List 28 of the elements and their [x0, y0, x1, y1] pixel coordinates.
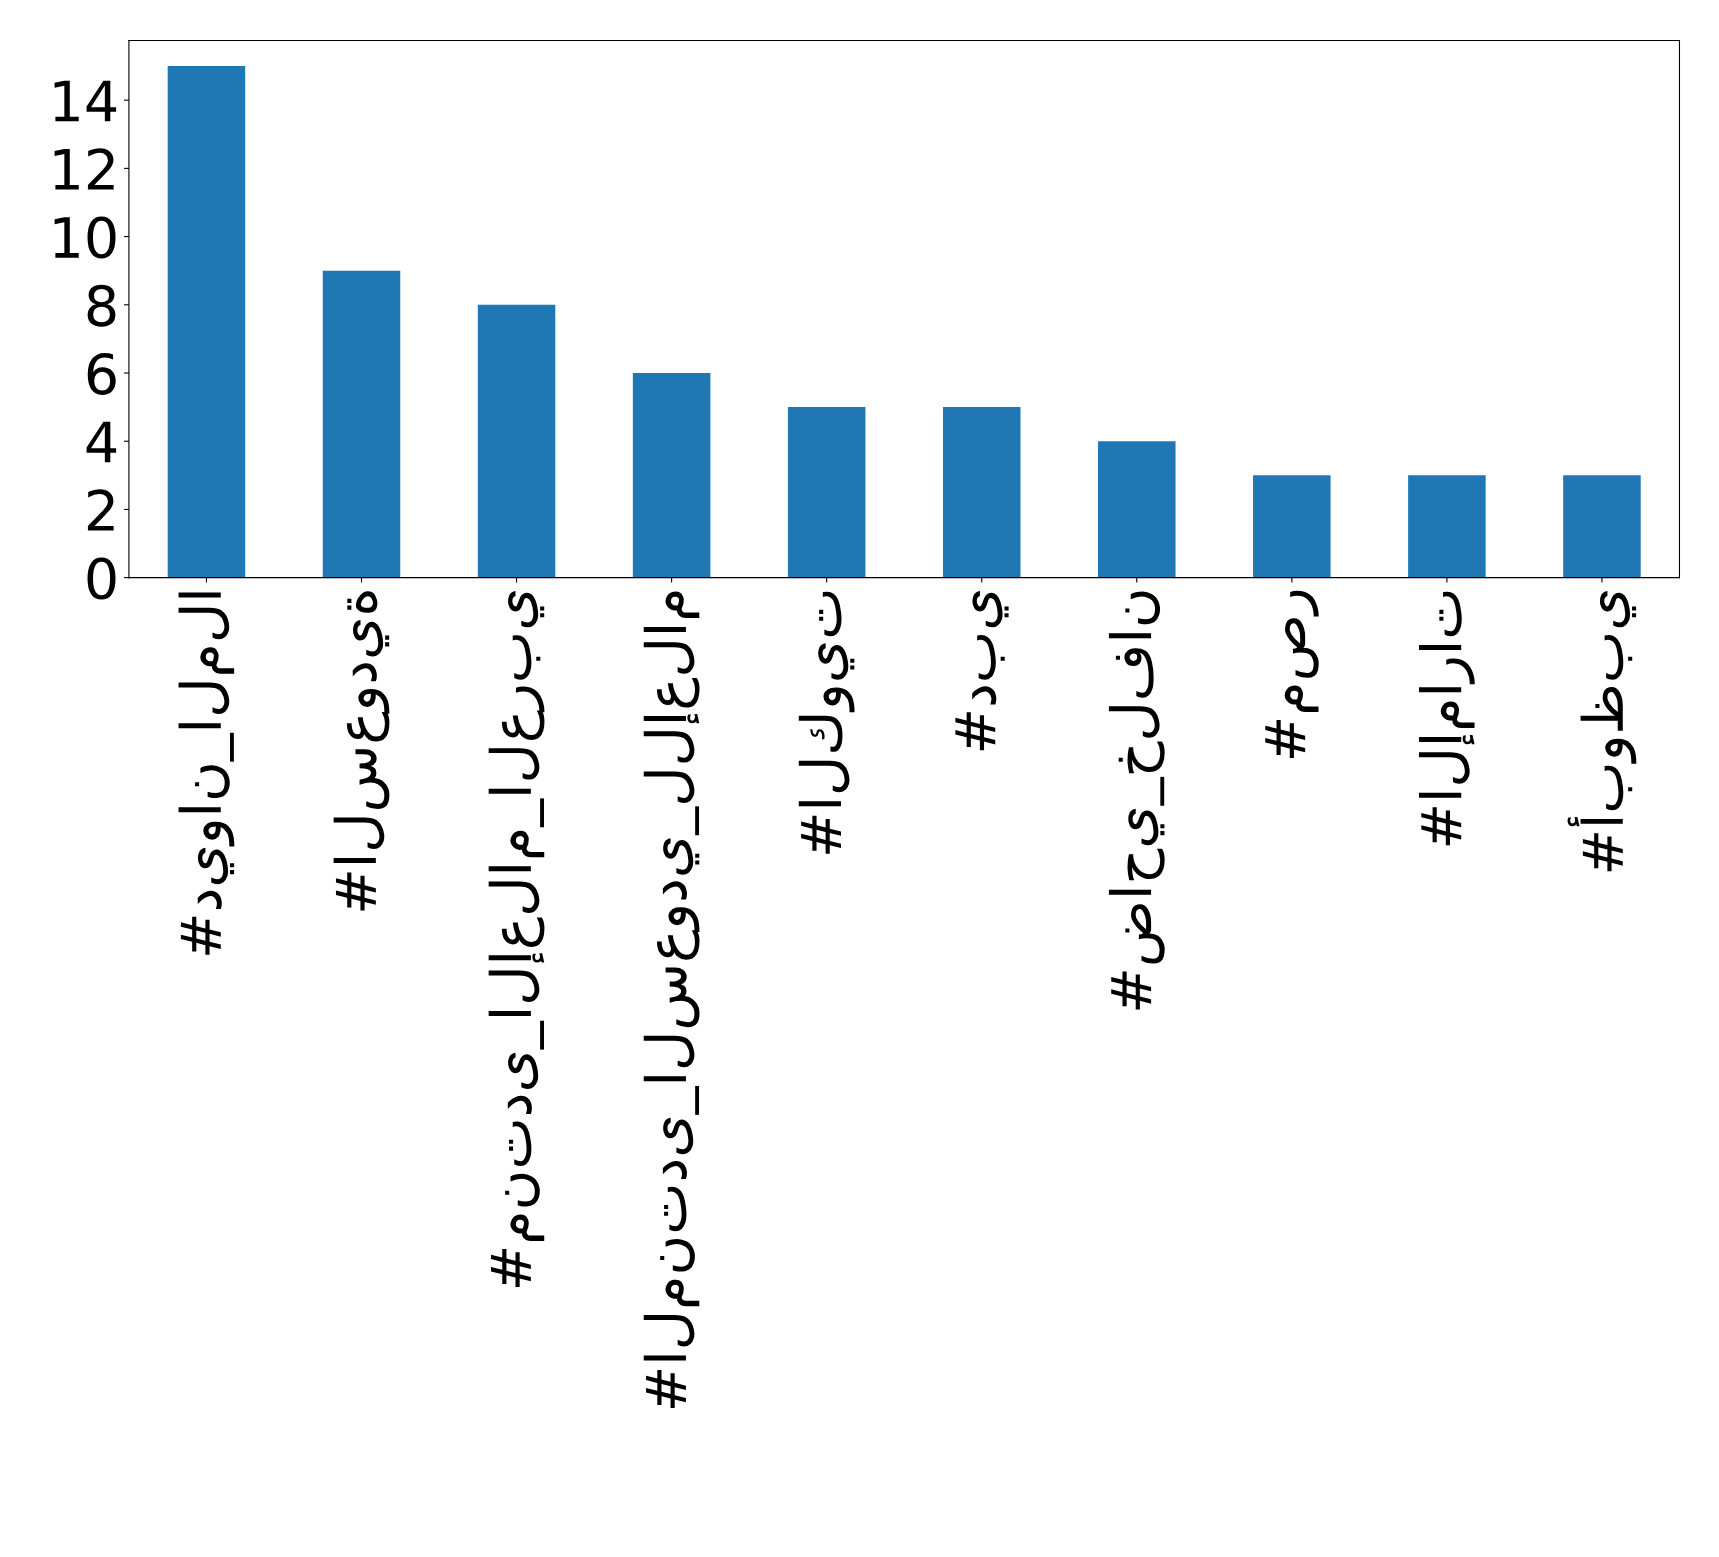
x-tick-label: #ضاحي_خلفان [1108, 591, 1165, 1010]
y-tick-label: 12 [54, 148, 114, 190]
bar [1098, 441, 1176, 578]
x-tick-label: #دبي [955, 590, 1009, 751]
bar [477, 304, 556, 578]
bar [1408, 475, 1486, 578]
bar [787, 407, 866, 578]
y-tick-label: 2 [87, 489, 114, 531]
y-tick-label: 10 [54, 216, 116, 259]
y-tick-label: 8 [87, 284, 116, 327]
bar [1563, 475, 1641, 578]
bar [632, 373, 711, 578]
x-tick-label: #مصر [1265, 590, 1319, 759]
bar [322, 270, 401, 578]
x-tick-label: #أبوظبي [1567, 590, 1637, 872]
bar [1253, 475, 1331, 578]
y-tick-label: 6 [87, 352, 116, 395]
y-tick-label: 4 [86, 421, 117, 463]
x-tick-label: #السعودية [333, 591, 390, 911]
y-tick-label: 14 [54, 80, 117, 122]
bar [167, 66, 246, 578]
x-tick-label: #ديوان_الملا [178, 592, 235, 955]
x-tick-label: #منتدى_الإعلام_العربي [488, 590, 545, 1288]
y-tick-label: 0 [87, 557, 116, 600]
x-tick-label: #الإمارات [1418, 591, 1475, 846]
x-tick-label: #المنتدى_السعودي_للإعلام [643, 591, 700, 1409]
x-tick-label: #الكويت [798, 591, 855, 854]
bar [942, 407, 1021, 578]
